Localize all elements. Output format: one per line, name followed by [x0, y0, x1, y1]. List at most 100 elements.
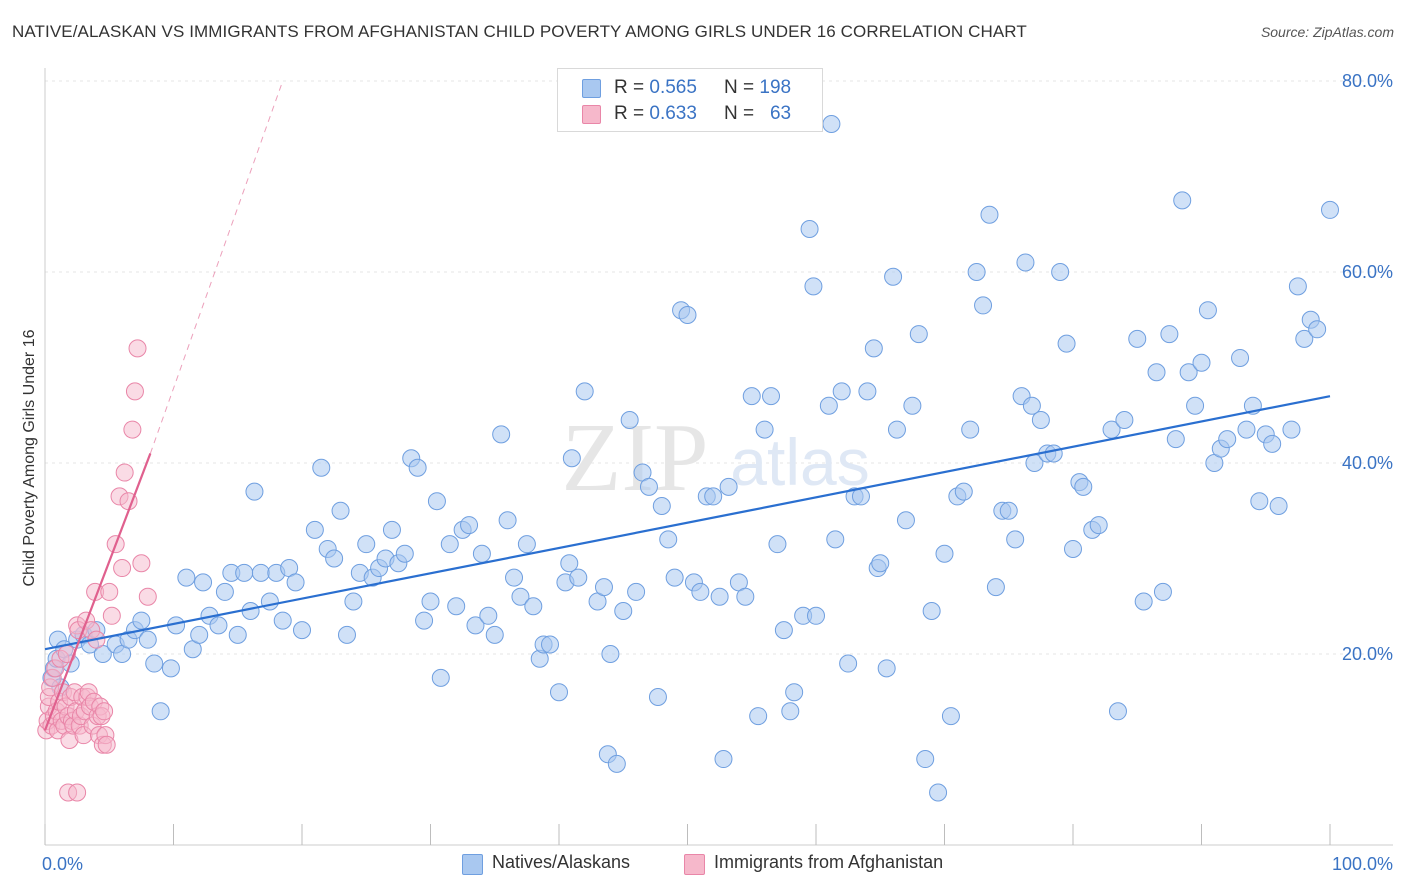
- data-point-natives: [659, 530, 678, 549]
- data-point-natives: [1051, 263, 1070, 281]
- data-point-natives: [260, 592, 279, 611]
- data-point-natives: [652, 496, 671, 515]
- x-tick-label: 0.0%: [42, 854, 83, 874]
- data-point-natives: [935, 544, 954, 563]
- bottom-legend-swatch-blue: [462, 854, 483, 875]
- axes: [44, 68, 1393, 846]
- data-point-natives: [941, 707, 960, 726]
- trend-line-natives: [44, 395, 1331, 651]
- data-point-natives: [517, 535, 536, 554]
- data-point-natives: [460, 516, 479, 535]
- data-point-natives: [755, 420, 774, 439]
- data-point-natives: [1263, 434, 1282, 453]
- data-point-natives: [440, 535, 459, 554]
- data-point-natives: [884, 267, 903, 286]
- data-point-natives: [607, 754, 626, 773]
- data-point-natives: [665, 568, 684, 587]
- data-point-natives: [774, 621, 793, 640]
- data-point-natives: [421, 592, 440, 611]
- data-point-natives: [161, 659, 180, 678]
- y-tick-label: 20.0%: [1342, 644, 1393, 664]
- data-point-natives: [427, 492, 446, 511]
- data-point-natives: [485, 625, 504, 644]
- data-point-natives: [511, 587, 530, 606]
- y-tick-label: 60.0%: [1342, 262, 1393, 282]
- data-point-natives: [1231, 348, 1250, 367]
- data-point-afghanistan: [113, 559, 132, 578]
- data-point-natives: [601, 645, 620, 663]
- data-point-natives: [1074, 477, 1093, 496]
- data-point-natives: [569, 568, 588, 587]
- data-point-natives: [980, 205, 999, 224]
- data-point-natives: [357, 535, 376, 554]
- data-point-natives: [293, 621, 311, 640]
- data-point-natives: [331, 501, 350, 520]
- data-point-natives: [1173, 191, 1192, 210]
- data-point-natives: [235, 563, 254, 582]
- data-point-natives: [1115, 411, 1134, 430]
- legend-n-value: 198: [759, 77, 792, 98]
- data-point-natives: [344, 592, 363, 611]
- data-point-natives: [749, 707, 768, 726]
- data-point-afghanistan: [132, 554, 151, 573]
- data-point-natives: [1321, 200, 1339, 219]
- data-point-natives: [1134, 592, 1153, 611]
- data-point-natives: [877, 659, 896, 678]
- series-immigrants-afghanistan: [37, 339, 157, 802]
- data-point-natives: [887, 420, 906, 439]
- data-point-natives: [1064, 539, 1082, 558]
- data-point-natives: [909, 325, 928, 344]
- bottom-legend-label: Natives/Alaskans: [492, 852, 631, 872]
- data-point-natives: [807, 606, 825, 625]
- legend-swatch-blue: [582, 79, 601, 98]
- legend-n-label: N =: [724, 103, 755, 124]
- data-point-natives: [710, 587, 729, 606]
- data-point-natives: [781, 702, 800, 721]
- data-point-natives: [1089, 516, 1108, 535]
- data-point-natives: [209, 616, 228, 635]
- data-point-natives: [1006, 530, 1025, 549]
- data-point-afghanistan: [97, 735, 116, 754]
- data-point-natives: [498, 511, 517, 530]
- data-point-natives: [1022, 396, 1041, 415]
- data-point-natives: [714, 750, 733, 769]
- data-point-afghanistan: [138, 587, 157, 606]
- data-point-natives: [479, 606, 498, 625]
- data-point-natives: [1031, 411, 1050, 430]
- y-tick-label: 40.0%: [1342, 453, 1393, 473]
- trend-line-afghanistan-extension: [149, 80, 284, 454]
- legend-r-value: 0.633: [649, 103, 697, 124]
- data-point-natives: [325, 549, 344, 568]
- bottom-legend-label: Immigrants from Afghanistan: [714, 852, 944, 872]
- data-point-natives: [922, 602, 941, 621]
- data-point-natives: [896, 511, 915, 530]
- data-point-natives: [974, 296, 993, 315]
- data-point-natives: [826, 530, 845, 549]
- data-point-natives: [704, 487, 723, 506]
- data-point-natives: [1186, 396, 1205, 415]
- data-point-natives: [132, 611, 151, 630]
- bottom-legend-swatch-pink: [684, 854, 705, 875]
- watermark: ZIP atlas: [562, 404, 870, 512]
- data-point-natives: [742, 387, 761, 406]
- data-point-natives: [999, 501, 1018, 520]
- data-point-natives: [903, 396, 922, 415]
- data-point-afghanistan: [123, 420, 142, 439]
- data-point-natives: [858, 382, 877, 401]
- legend-n-label: N =: [724, 77, 755, 98]
- data-point-natives: [1218, 430, 1237, 449]
- data-point-natives: [541, 635, 560, 654]
- data-point-natives: [251, 563, 270, 582]
- data-point-natives: [447, 597, 466, 616]
- source-label: Source: ZipAtlas.com: [1260, 24, 1394, 40]
- data-point-natives: [550, 683, 568, 702]
- data-point-natives: [245, 482, 264, 501]
- data-point-natives: [864, 339, 883, 358]
- data-point-natives: [505, 568, 524, 587]
- data-point-natives: [305, 520, 324, 539]
- data-point-natives: [954, 482, 973, 501]
- data-point-afghanistan: [68, 783, 87, 802]
- data-point-natives: [382, 520, 401, 539]
- data-point-natives: [1160, 325, 1179, 344]
- data-point-natives: [562, 449, 581, 468]
